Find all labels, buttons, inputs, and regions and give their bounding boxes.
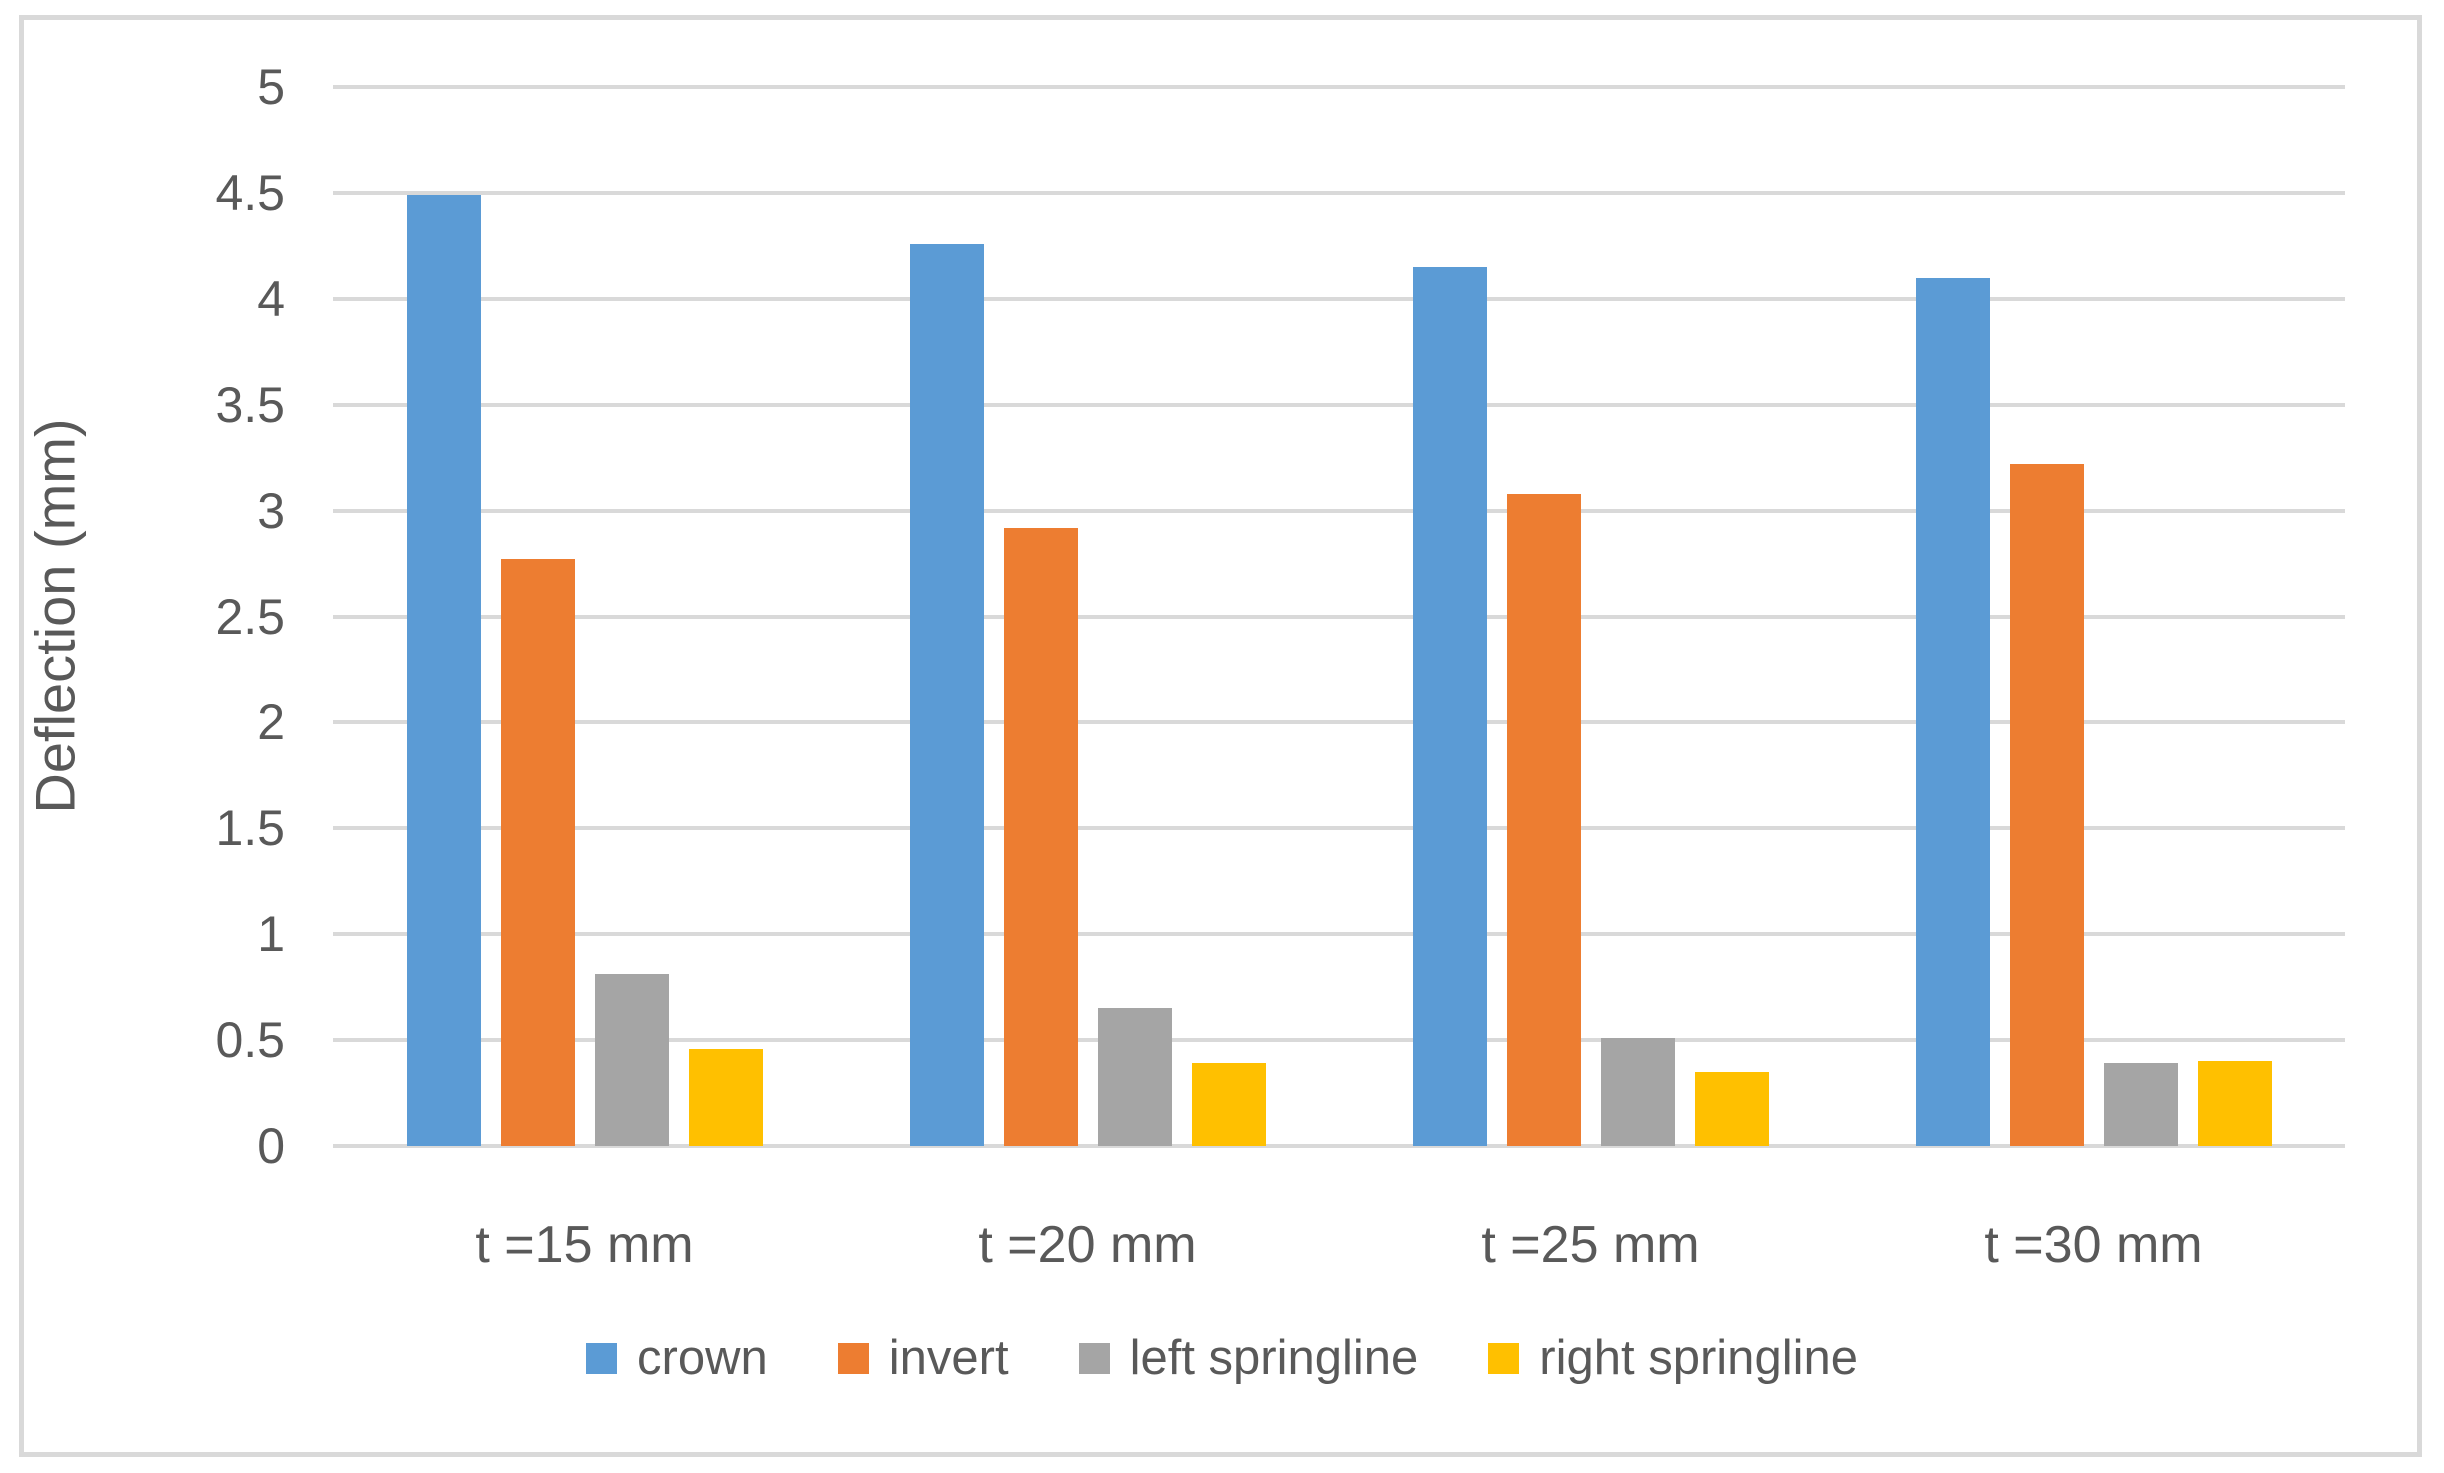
- y-tick-label: 2: [257, 694, 285, 751]
- legend-swatch-icon: [1488, 1342, 1520, 1374]
- bar-invert-t=30mm: [2009, 464, 2084, 1146]
- x-category-label: t =30 mm: [1984, 1216, 2203, 1274]
- legend-item-right-springline: right springline: [1488, 1330, 1858, 1386]
- legend-label: right springline: [1539, 1331, 1858, 1385]
- legend-swatch-icon: [586, 1342, 618, 1374]
- bar-left-springline-t=30mm: [2103, 1063, 2178, 1146]
- gridline: [333, 826, 2345, 831]
- gridline: [333, 932, 2345, 937]
- legend-swatch-icon: [837, 1342, 869, 1374]
- legend-swatch-icon: [1078, 1342, 1110, 1374]
- gridline: [333, 190, 2345, 195]
- bar-right-springline-t=25mm: [1694, 1071, 1769, 1146]
- gridline: [333, 720, 2345, 725]
- legend-item-left-springline: left springline: [1078, 1330, 1419, 1386]
- legend-label: invert: [888, 1331, 1009, 1385]
- y-tick-label: 5: [257, 59, 285, 115]
- bar-left-springline-t=20mm: [1097, 1008, 1172, 1146]
- y-tick-label: 0.5: [215, 1012, 285, 1069]
- bar-left-springline-t=25mm: [1600, 1037, 1675, 1146]
- y-tick-label: 4.5: [215, 164, 285, 221]
- bar-crown-t=20mm: [909, 243, 984, 1146]
- y-tick-label: 3.5: [215, 376, 285, 433]
- legend: crown invert left springline right springli…: [0, 1330, 2444, 1386]
- gridline: [333, 1038, 2345, 1043]
- bar-right-springline-t=30mm: [2197, 1061, 2272, 1146]
- y-tick-label: 0: [257, 1118, 285, 1174]
- plot-area: [333, 85, 2345, 1148]
- x-category-label: t =20 mm: [978, 1216, 1197, 1274]
- bar-invert-t=20mm: [1003, 527, 1078, 1146]
- y-axis-title-text: Deflection (mm): [23, 418, 87, 814]
- x-category-label: t =25 mm: [1481, 1216, 1700, 1274]
- gridline: [333, 508, 2345, 513]
- y-tick-label: 3: [257, 482, 285, 539]
- legend-item-invert: invert: [837, 1330, 1009, 1386]
- y-tick-label: 2.5: [215, 588, 285, 645]
- gridline: [333, 85, 2345, 89]
- bar-invert-t=25mm: [1506, 493, 1581, 1146]
- gridline: [333, 402, 2345, 407]
- gridline: [333, 614, 2345, 619]
- y-tick-label: 4: [257, 270, 285, 327]
- bar-invert-t=15mm: [500, 559, 575, 1146]
- y-tick-label: 1.5: [215, 800, 285, 857]
- bar-crown-t=25mm: [1412, 267, 1487, 1146]
- legend-label: left springline: [1129, 1331, 1419, 1385]
- legend-label: crown: [637, 1331, 768, 1385]
- legend-item-crown: crown: [586, 1330, 768, 1386]
- bar-crown-t=15mm: [406, 195, 481, 1146]
- gridline: [333, 296, 2345, 301]
- gridline: [333, 1144, 2345, 1148]
- x-category-label: t =15 mm: [475, 1216, 694, 1274]
- bar-crown-t=30mm: [1915, 277, 1990, 1146]
- bar-left-springline-t=15mm: [594, 974, 669, 1146]
- bar-right-springline-t=20mm: [1191, 1063, 1266, 1146]
- bar-right-springline-t=15mm: [688, 1048, 763, 1146]
- y-tick-label: 1: [257, 906, 285, 963]
